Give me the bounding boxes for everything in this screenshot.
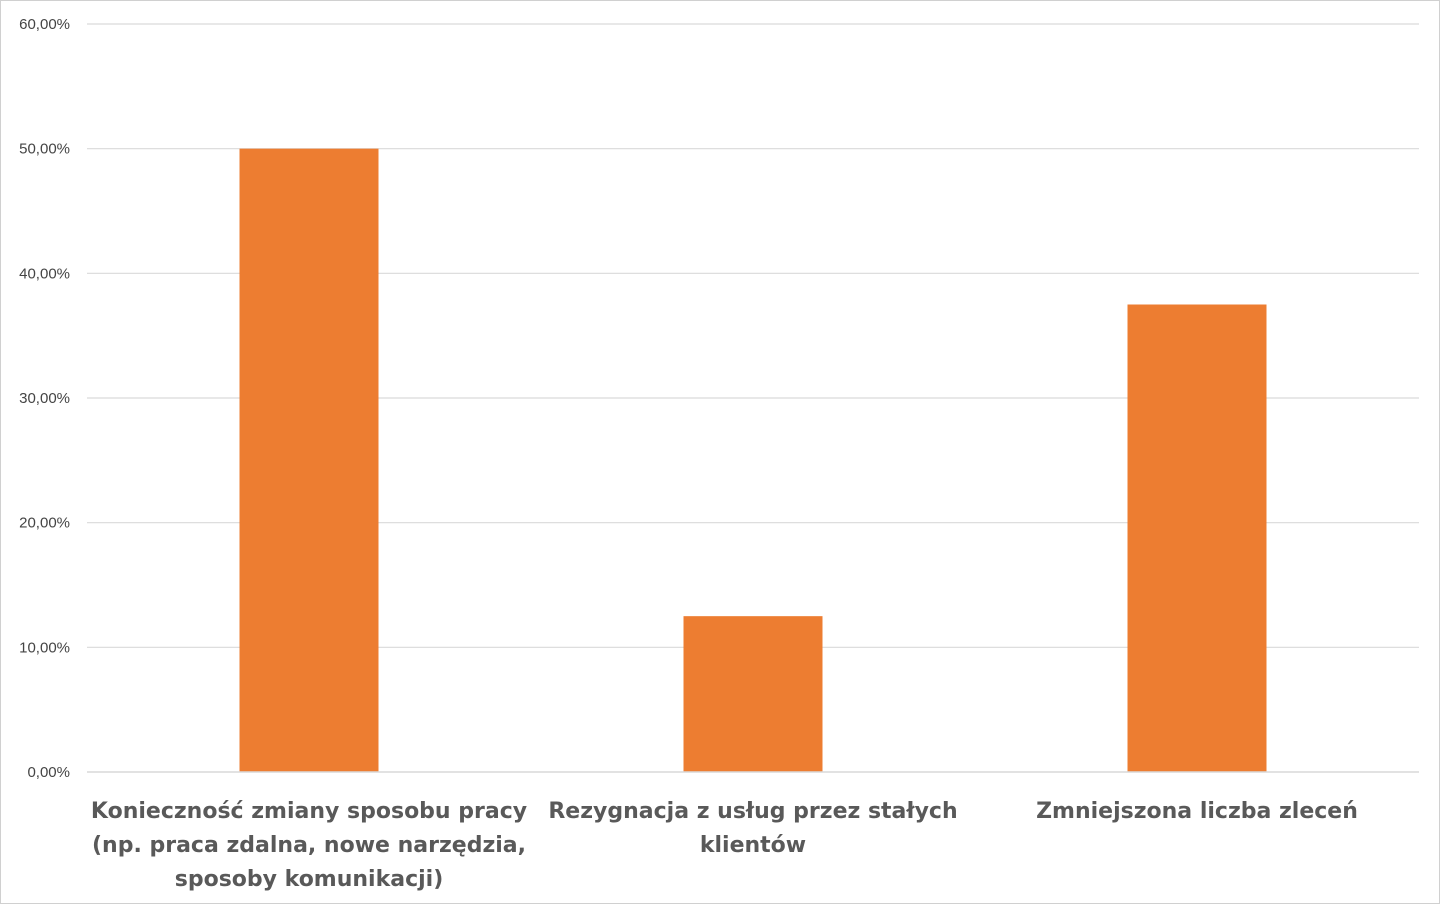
category-label: Konieczność zmiany sposobu pracy (np. pra… <box>91 799 527 892</box>
y-tick-label: 30,00% <box>19 390 70 407</box>
bar <box>239 148 379 772</box>
category-label-line: Zmniejszona liczba zleceń <box>1036 799 1358 824</box>
y-tick-label: 10,00% <box>19 639 70 656</box>
y-tick-label: 0,00% <box>27 764 70 781</box>
bars <box>239 148 1267 772</box>
category-label-line: sposoby komunikacji) <box>175 867 444 892</box>
category-label: Zmniejszona liczba zleceń <box>1036 799 1358 824</box>
y-tick-label: 20,00% <box>19 515 70 532</box>
category-label-line: klientów <box>700 833 806 858</box>
y-tick-label: 40,00% <box>19 265 70 282</box>
y-tick-label: 60,00% <box>19 16 70 33</box>
x-axis-category-labels: Konieczność zmiany sposobu pracy (np. pra… <box>91 799 1358 892</box>
category-label-line: Konieczność zmiany sposobu pracy <box>91 799 527 824</box>
bar <box>1127 304 1267 772</box>
category-label: Rezygnacja z usług przez stałych klientów <box>548 799 957 858</box>
y-axis-ticks: 0,00% 10,00% 20,00% 30,00% 40,00% 50,00% 60,00… <box>19 16 70 781</box>
bar <box>683 616 823 772</box>
y-tick-label: 50,00% <box>19 141 70 158</box>
category-label-line: Rezygnacja z usług przez stałych <box>548 799 957 824</box>
category-label-line: (np. praca zdalna, nowe narzędzia, <box>92 833 526 858</box>
